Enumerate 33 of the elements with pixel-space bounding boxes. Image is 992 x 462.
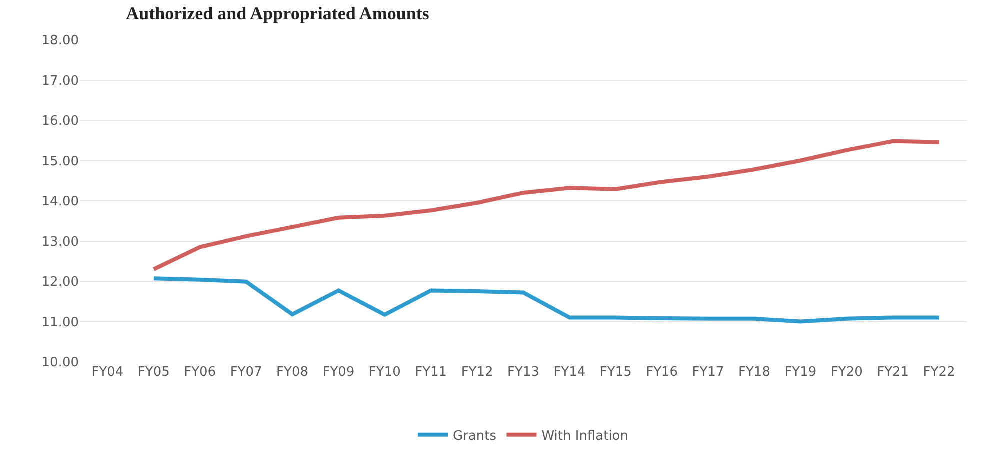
y-tick-label: 16.00: [42, 114, 79, 130]
x-tick-label: FY15: [600, 365, 632, 380]
chart-title: Authorized and Appropriated Amounts: [126, 4, 430, 24]
x-tick-label: FY07: [230, 365, 262, 380]
y-tick-label: 10.00: [42, 356, 79, 371]
x-tick-label: FY17: [692, 365, 724, 380]
line-series: [152, 139, 942, 272]
y-tick-label: 17.00: [42, 74, 79, 89]
x-tick-label: FY04: [92, 365, 124, 380]
x-tick-label: FY09: [322, 365, 355, 380]
y-tick-label: 13.00: [42, 234, 79, 250]
y-tick-label: 11.00: [42, 315, 79, 330]
x-tick-label: FY16: [646, 365, 678, 380]
x-tick-label: FY21: [877, 365, 910, 380]
x-tick-label: FY14: [554, 365, 586, 380]
x-tick-label: FY18: [738, 365, 770, 380]
x-tick-label: FY10: [368, 365, 401, 380]
line-series: [152, 276, 942, 324]
x-tick-label: FY19: [784, 365, 817, 380]
x-tick-label: FY13: [508, 365, 540, 380]
y-tick-label: 12.00: [42, 275, 79, 290]
x-tick-label: FY06: [184, 365, 216, 380]
x-tick-label: FY05: [138, 365, 170, 380]
y-tick-label: 18.00: [42, 34, 79, 49]
legend-label: With Inflation: [542, 428, 628, 444]
x-tick-label: FY11: [415, 365, 448, 380]
x-tick-label: FY20: [830, 365, 863, 380]
legend-label: Grants: [453, 428, 497, 444]
y-tick-label: 14.00: [42, 194, 79, 210]
x-tick-label: FY12: [461, 365, 494, 380]
y-tick-label: 15.00: [42, 154, 79, 170]
x-tick-label: FY08: [276, 365, 308, 380]
x-tick-label: FY22: [923, 365, 956, 380]
